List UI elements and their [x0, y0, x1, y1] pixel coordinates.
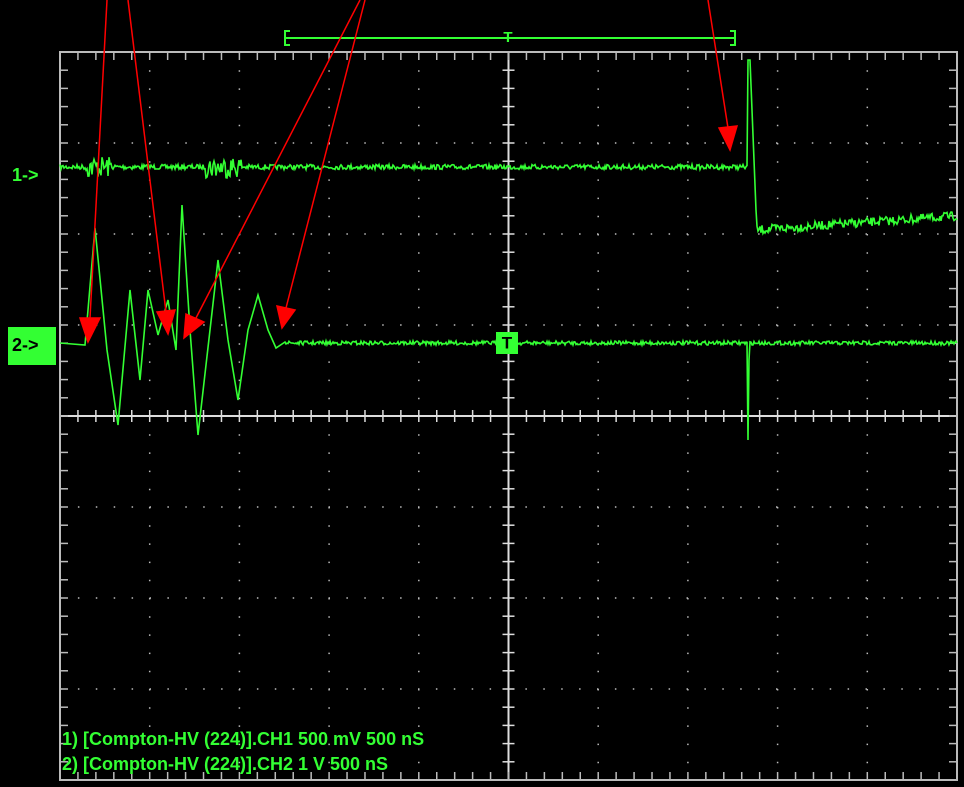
- channel-2-marker: 2->: [12, 335, 39, 355]
- trigger-window: [284, 30, 736, 46]
- graticule: [59, 51, 957, 780]
- arrow: [127, 0, 167, 313]
- channel-1-marker: 1->: [12, 165, 39, 185]
- arrow: [195, 0, 361, 319]
- channel-1-trace: [59, 59, 958, 236]
- arrow: [89, 0, 108, 319]
- arrow-head: [155, 309, 177, 337]
- annotation-arrows: [78, 0, 739, 344]
- arrow: [285, 0, 366, 309]
- arrow-head: [276, 305, 297, 330]
- channel-2-marker-box: [8, 327, 56, 365]
- arrow-head: [717, 125, 739, 153]
- status-line: 1) [Compton-HV (224)].CH1 500 mV 500 nS: [62, 729, 424, 749]
- arrow-head: [183, 312, 206, 340]
- trigger-marker-box: [496, 332, 518, 354]
- trigger-bracket: [284, 30, 736, 46]
- arrow: [707, 0, 729, 129]
- trigger-top-marker: T: [503, 29, 512, 46]
- status-line: 2) [Compton-HV (224)].CH2 1 V 500 nS: [62, 754, 388, 774]
- waveforms: [59, 59, 958, 441]
- graticule-border: [59, 51, 958, 781]
- channel-2-trace: [59, 204, 958, 441]
- trigger-ch2-marker: T: [502, 333, 513, 352]
- arrow-head: [78, 317, 102, 344]
